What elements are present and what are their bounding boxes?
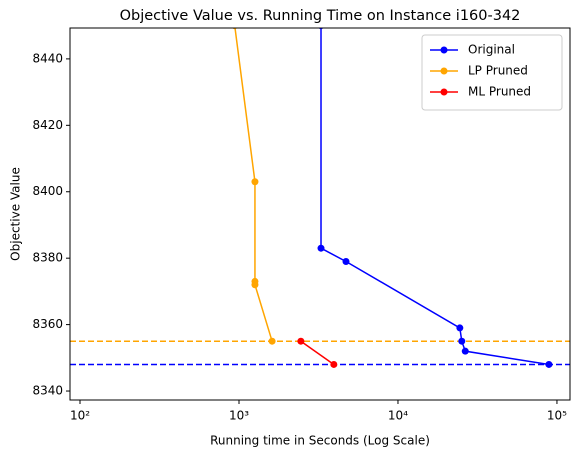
data-point [456, 324, 464, 332]
data-point [251, 178, 259, 186]
x-tick-label: 10⁵ [547, 409, 567, 423]
legend-label: LP Pruned [468, 64, 528, 78]
y-tick-label: 8440 [32, 51, 63, 65]
data-point [461, 347, 469, 355]
x-tick-label: 10⁴ [388, 409, 408, 423]
legend-marker [440, 67, 448, 75]
data-point [458, 337, 466, 345]
x-tick-label: 10³ [229, 409, 249, 423]
x-tick-label: 10² [70, 409, 90, 423]
legend-label: Original [468, 43, 515, 57]
y-tick-label: 8420 [32, 118, 63, 132]
series-line [300, 340, 335, 366]
data-point [330, 360, 338, 368]
x-axis-label: Running time in Seconds (Log Scale) [210, 434, 430, 448]
data-point [342, 257, 350, 265]
data-point [297, 337, 305, 345]
data-point [545, 360, 553, 368]
legend-marker [440, 88, 448, 96]
legend-label: ML Pruned [468, 85, 531, 99]
y-axis-label: Objective Value [9, 167, 23, 261]
axes-frame [69, 27, 571, 401]
y-tick-label: 8400 [32, 184, 63, 198]
y-tick-label: 8380 [32, 251, 63, 265]
chart-title: Objective Value vs. Running Time on Inst… [120, 8, 521, 24]
plot-area [70, 28, 570, 368]
data-point [268, 337, 276, 345]
legend-marker [440, 46, 448, 54]
y-tick-label: 8340 [32, 384, 63, 398]
data-point [251, 281, 259, 289]
data-point [317, 244, 325, 252]
y-tick-label: 8360 [32, 317, 63, 331]
